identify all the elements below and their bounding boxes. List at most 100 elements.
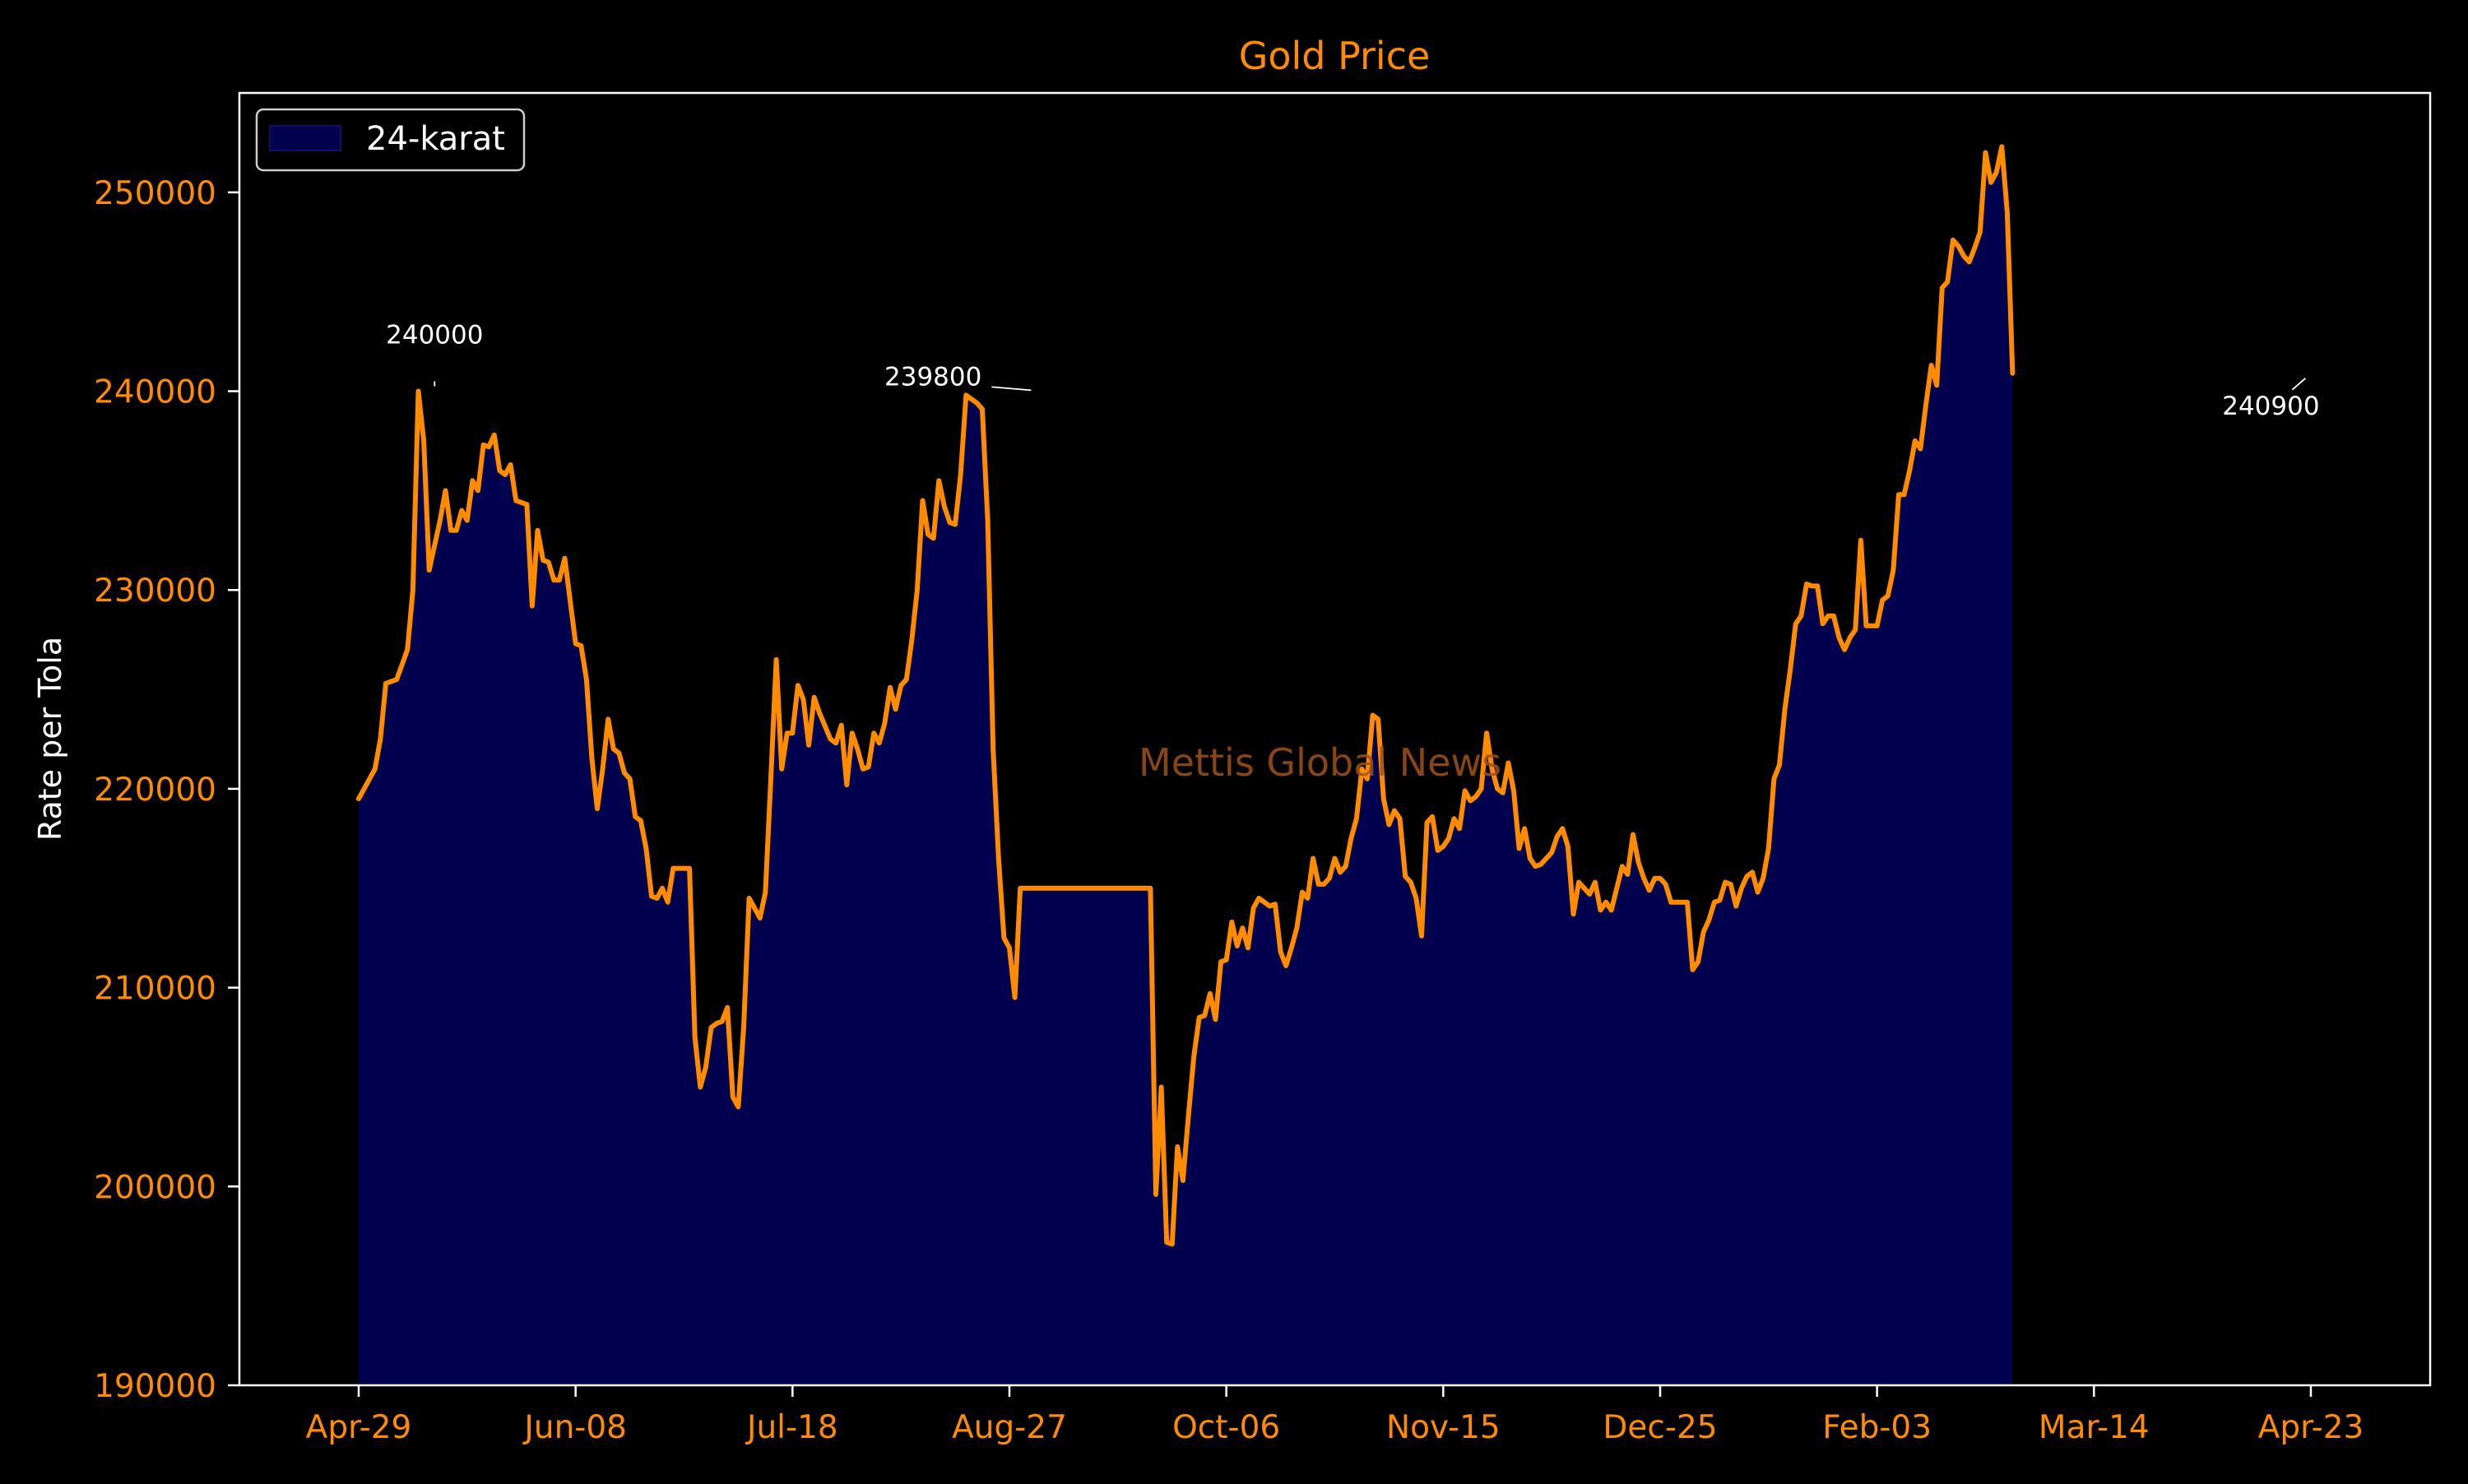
x-axis: Apr-29 Jun-08 Jul-18 Aug-27 Oct-06 Nov-15 Dec-…	[306, 1385, 2364, 1446]
data-point	[1812, 586, 1813, 587]
data-point	[1459, 828, 1460, 830]
x-tick-label: Feb-03	[1822, 1409, 1932, 1446]
data-point	[1475, 796, 1477, 798]
data-point	[456, 530, 457, 531]
data-point	[1155, 1194, 1157, 1195]
data-point	[862, 768, 864, 770]
data-point	[1247, 948, 1249, 949]
data-point	[1979, 231, 1981, 233]
data-point	[1301, 892, 1303, 893]
data-point	[1226, 959, 1227, 961]
data-point	[586, 679, 587, 680]
data-point	[554, 579, 555, 581]
data-point	[792, 732, 794, 734]
data-point	[1551, 852, 1552, 854]
data-point	[1291, 948, 1292, 949]
data-point	[1269, 906, 1271, 907]
data-point	[1150, 888, 1152, 889]
data-point	[407, 649, 409, 651]
data-point	[1421, 935, 1422, 937]
data-point	[1312, 858, 1314, 860]
data-point	[759, 917, 761, 919]
data-point	[1372, 715, 1374, 716]
data-point	[1909, 470, 1910, 471]
legend-label: 24-karat	[366, 120, 505, 158]
data-point	[1334, 858, 1336, 860]
data-point	[667, 902, 669, 903]
data-point	[396, 679, 397, 680]
annotation-label: 240900	[2222, 392, 2319, 421]
data-point	[1377, 719, 1379, 721]
data-point	[879, 743, 880, 744]
data-point	[531, 605, 533, 607]
data-point	[1427, 822, 1428, 823]
data-point	[548, 562, 550, 563]
data-point	[1768, 848, 1770, 850]
data-point	[1638, 862, 1640, 864]
data-point	[1747, 876, 1748, 878]
data-point	[1324, 883, 1325, 885]
data-point	[1220, 961, 1222, 962]
legend[interactable]: 24-karat	[255, 108, 526, 172]
data-point	[1762, 878, 1764, 879]
data-point	[462, 510, 463, 512]
data-point	[559, 579, 560, 581]
data-point	[527, 504, 528, 506]
data-point	[1448, 838, 1450, 840]
data-point	[1806, 583, 1807, 585]
data-point	[499, 470, 501, 471]
x-tick-label: Oct-06	[1172, 1409, 1280, 1446]
data-point	[1659, 878, 1661, 879]
data-point	[1573, 913, 1575, 915]
data-point	[575, 643, 577, 645]
data-point	[656, 897, 658, 899]
data-point	[949, 522, 951, 523]
data-point	[1757, 892, 1759, 893]
annotations: 240000 239800 240900	[386, 321, 2319, 421]
data-point	[1741, 888, 1742, 889]
data-point	[358, 798, 360, 800]
data-point	[977, 402, 978, 404]
data-point	[954, 524, 956, 526]
data-point	[1502, 792, 1504, 794]
data-point	[1193, 1056, 1195, 1058]
data-point	[1519, 848, 1520, 850]
data-point	[1166, 1241, 1167, 1243]
x-tick-label: Mar-14	[2039, 1409, 2150, 1446]
data-point	[1258, 897, 1260, 899]
data-point	[1617, 888, 1618, 889]
data-point	[1182, 1180, 1184, 1181]
data-point	[1264, 902, 1265, 903]
data-point	[1339, 872, 1341, 874]
data-point	[1009, 948, 1010, 949]
data-point	[445, 490, 447, 492]
data-point	[1600, 910, 1602, 911]
data-point	[835, 743, 837, 744]
data-point	[619, 753, 620, 754]
data-point	[716, 1023, 717, 1024]
data-point	[1654, 878, 1656, 879]
data-point	[1285, 965, 1287, 967]
data-point	[1204, 1015, 1206, 1017]
data-point	[510, 464, 512, 466]
y-tick-label: 220000	[94, 772, 216, 809]
data-point	[781, 768, 782, 770]
data-point	[1399, 818, 1401, 819]
data-point	[1416, 897, 1417, 899]
data-point	[933, 538, 935, 540]
data-point	[1389, 824, 1390, 826]
data-point	[1963, 255, 1965, 257]
data-point	[1887, 596, 1889, 597]
data-point	[1936, 385, 1937, 387]
data-point	[2006, 211, 2008, 213]
data-point	[542, 559, 544, 561]
data-point	[1844, 649, 1845, 651]
data-point	[1920, 448, 1922, 450]
data-point	[1356, 818, 1357, 819]
data-point	[1567, 846, 1569, 847]
annotation-label: 240000	[386, 321, 483, 350]
data-point	[1914, 440, 1916, 442]
data-point	[466, 520, 468, 522]
plot-frame	[238, 91, 2432, 1387]
